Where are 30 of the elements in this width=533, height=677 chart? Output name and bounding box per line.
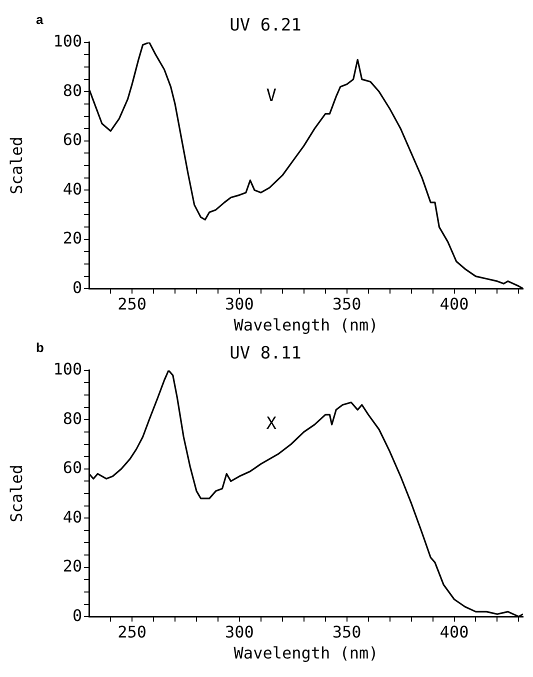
y-tick-label: 40: [62, 507, 82, 526]
y-axis-title: Scaled: [6, 464, 26, 522]
x-tick-label: 400: [440, 622, 469, 642]
y-axis-title: Scaled: [6, 136, 26, 194]
y-tick-label: 20: [62, 556, 82, 576]
annotation: X: [266, 414, 278, 434]
x-tick-label: 300: [225, 294, 254, 314]
x-tick-label: 300: [225, 622, 254, 642]
annotation: V: [266, 86, 276, 106]
x-tick-label: 250: [118, 294, 147, 314]
text: a: [36, 12, 44, 28]
y-tick-label: 40: [62, 179, 82, 198]
y-tick-label: 100: [53, 360, 82, 379]
chart-title: UV 6.21: [230, 16, 302, 36]
x-tick-label: 250: [118, 622, 147, 642]
y-tick-label: 20: [62, 228, 82, 248]
x-tick-label: 400: [440, 294, 469, 314]
x-tick-label: 350: [332, 294, 362, 314]
y-tick-label: 0: [72, 278, 82, 297]
x-axis-title: Wavelength (nm): [234, 316, 378, 335]
text: b: [36, 340, 44, 356]
y-tick-label: 60: [62, 458, 82, 478]
y-tick-label: 100: [53, 32, 82, 51]
y-tick-label: 0: [72, 606, 82, 625]
x-axis-title: Wavelength (nm): [234, 644, 378, 663]
y-tick-label: 80: [62, 80, 82, 100]
y-tick-label: 80: [62, 408, 82, 428]
y-tick-label: 60: [62, 130, 82, 150]
x-tick-label: 350: [332, 622, 362, 642]
chart-title: UV 8.11: [230, 344, 302, 364]
